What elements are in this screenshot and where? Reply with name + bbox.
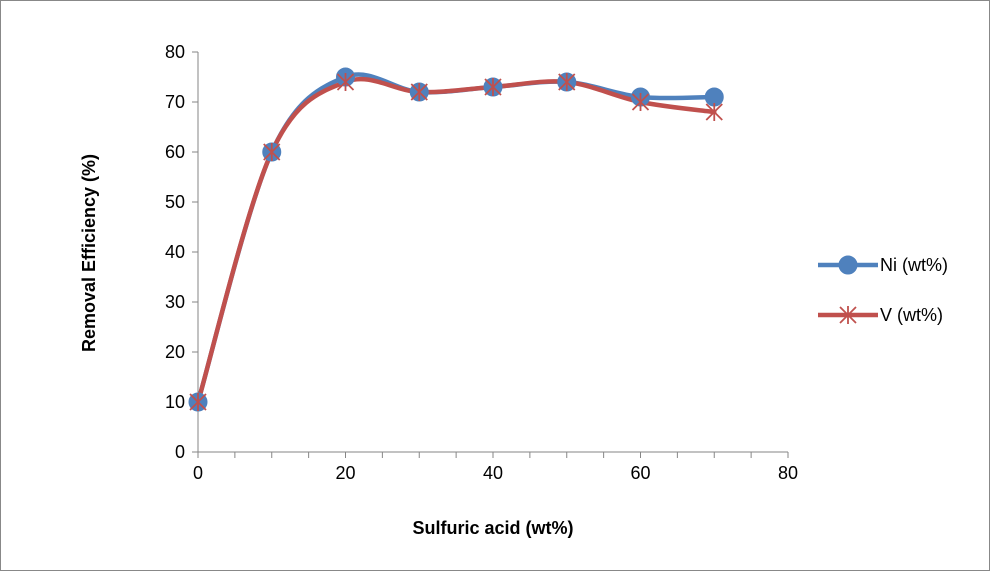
y-tick-label: 80 bbox=[165, 42, 185, 62]
x-tick-label: 0 bbox=[193, 463, 203, 483]
data-point-v bbox=[189, 393, 207, 411]
x-tick-label: 60 bbox=[630, 463, 650, 483]
data-point-v bbox=[484, 78, 502, 96]
legend-marker bbox=[839, 306, 857, 324]
legend-label: Ni (wt%) bbox=[880, 255, 948, 275]
x-tick-label: 40 bbox=[483, 463, 503, 483]
legend-marker bbox=[838, 255, 858, 275]
x-tick-label: 80 bbox=[778, 463, 798, 483]
data-point-v bbox=[631, 93, 650, 111]
x-tick-label: 20 bbox=[335, 463, 355, 483]
y-tick-label: 40 bbox=[165, 242, 185, 262]
y-tick-label: 10 bbox=[165, 392, 185, 412]
y-tick-label: 30 bbox=[165, 292, 185, 312]
axes: 0 10 20 30 40 50 60 70 80 0 20 40 60 80 bbox=[165, 42, 798, 483]
data-point-v bbox=[336, 73, 355, 91]
y-tick-label: 20 bbox=[165, 342, 185, 362]
y-tick-label: 0 bbox=[175, 442, 185, 462]
legend-item-v: V (wt%) bbox=[818, 305, 943, 325]
legend-label: V (wt%) bbox=[880, 305, 943, 325]
legend: Ni (wt%) V (wt%) bbox=[818, 255, 948, 325]
series-markers bbox=[188, 67, 724, 412]
y-axis-title: Removal Efficiency (%) bbox=[79, 154, 99, 352]
y-tick-label: 60 bbox=[165, 142, 185, 162]
y-tick-label: 50 bbox=[165, 192, 185, 212]
data-point-v bbox=[410, 83, 428, 101]
data-point-v bbox=[263, 143, 281, 161]
y-tick-label: 70 bbox=[165, 92, 185, 112]
data-point-v bbox=[558, 73, 576, 91]
x-axis-title: Sulfuric acid (wt%) bbox=[412, 518, 573, 538]
data-point-v bbox=[705, 103, 723, 121]
legend-item-ni: Ni (wt%) bbox=[818, 255, 948, 275]
